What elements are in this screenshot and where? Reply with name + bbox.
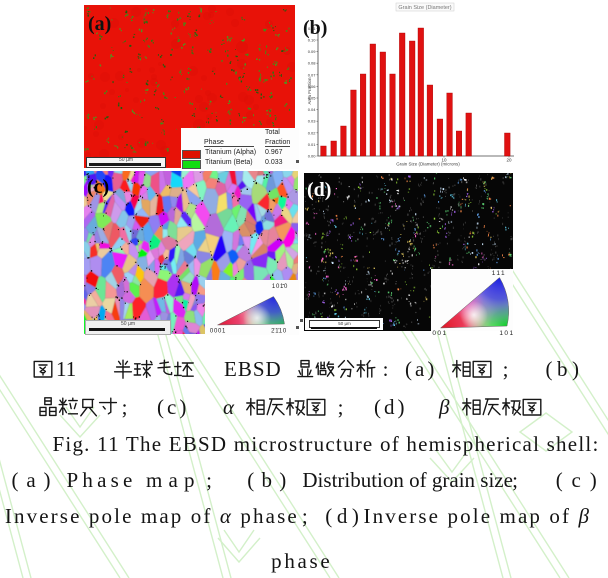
svg-text:0.06: 0.06 bbox=[308, 84, 317, 89]
svg-text:0.08: 0.08 bbox=[308, 61, 317, 66]
svg-text:Grain Size (Diameter): Grain Size (Diameter) bbox=[398, 5, 451, 11]
svg-text:0.11: 0.11 bbox=[308, 26, 316, 31]
svg-text:0.10: 0.10 bbox=[308, 38, 317, 43]
svg-text:0.09: 0.09 bbox=[308, 49, 317, 54]
svg-text:1010: 1010 bbox=[272, 284, 288, 290]
svg-text:0.04: 0.04 bbox=[308, 107, 317, 112]
svg-text:2110: 2110 bbox=[271, 329, 287, 335]
svg-text:(b): (b) bbox=[303, 17, 327, 39]
svg-text:001: 001 bbox=[432, 330, 447, 336]
svg-text:Area Fraction: Area Fraction bbox=[307, 77, 312, 105]
svg-text:0.00: 0.00 bbox=[308, 154, 317, 159]
svg-text:0.07: 0.07 bbox=[308, 72, 317, 77]
svg-text:0.05: 0.05 bbox=[308, 96, 317, 101]
svg-text:101: 101 bbox=[499, 330, 514, 336]
svg-text:0001: 0001 bbox=[210, 329, 226, 335]
svg-text:Grain Size (Diameter) (microns: Grain Size (Diameter) (microns) bbox=[396, 162, 460, 167]
svg-text:20: 20 bbox=[506, 158, 512, 163]
svg-text:111: 111 bbox=[492, 270, 506, 277]
svg-text:10: 10 bbox=[441, 158, 447, 163]
svg-text:0.02: 0.02 bbox=[308, 130, 317, 135]
svg-text:0.01: 0.01 bbox=[308, 142, 317, 147]
svg-text:0.03: 0.03 bbox=[308, 119, 317, 124]
